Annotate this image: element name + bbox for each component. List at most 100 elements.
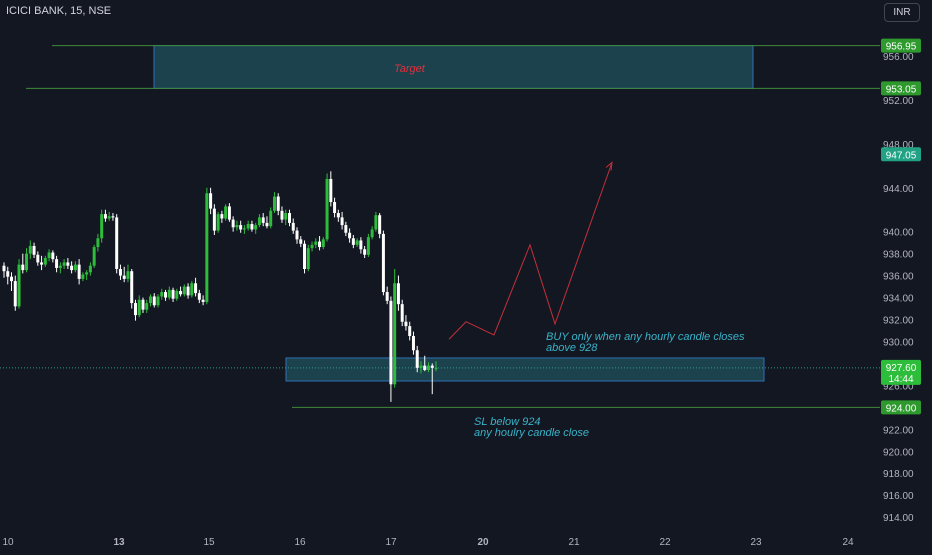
candle[interactable] [81,272,85,282]
candle[interactable] [411,331,415,355]
candle[interactable] [351,234,355,249]
candle[interactable] [227,203,231,222]
candle[interactable] [344,221,348,237]
candle[interactable] [370,226,374,240]
candle[interactable] [393,269,397,388]
candle[interactable] [182,284,186,297]
candle[interactable] [404,315,408,331]
candle[interactable] [269,207,273,229]
candle[interactable] [141,297,145,313]
candle[interactable] [329,171,333,207]
candle[interactable] [239,220,243,233]
candle[interactable] [160,288,164,300]
candle[interactable] [415,345,419,373]
candle[interactable] [100,209,104,243]
candle[interactable] [73,261,77,273]
candle[interactable] [314,238,318,249]
candle[interactable] [366,233,370,257]
candle[interactable] [265,216,269,229]
candle[interactable] [21,253,25,274]
candle[interactable] [340,211,344,230]
candle[interactable] [40,255,44,271]
candle[interactable] [62,259,66,270]
candle[interactable] [272,192,276,214]
candle[interactable] [408,321,412,341]
candle[interactable] [111,213,115,221]
candle[interactable] [126,264,130,283]
candle[interactable] [145,299,149,313]
candle[interactable] [303,240,307,274]
candle[interactable] [205,187,209,305]
candle[interactable] [25,248,29,273]
candle[interactable] [400,299,404,327]
candle[interactable] [190,281,194,298]
candle[interactable] [348,228,352,243]
candle[interactable] [85,270,89,280]
projection-path[interactable] [448,162,613,340]
candle[interactable] [287,209,291,227]
candle[interactable] [306,244,310,272]
candle[interactable] [299,236,303,248]
candle[interactable] [209,187,213,215]
price-axis[interactable]: 956.00 952.00 948.00 944.00 940.00 938.00 936.… [883,52,914,524]
candle[interactable] [149,294,153,307]
candle[interactable] [194,277,198,297]
candle[interactable] [280,206,284,223]
candle[interactable] [310,241,314,252]
candle[interactable] [385,286,389,305]
candle[interactable] [43,255,47,267]
candle[interactable] [224,204,228,221]
candle[interactable] [6,266,10,285]
candle[interactable] [55,255,59,273]
candle[interactable] [220,210,224,223]
candle[interactable] [257,214,261,228]
candle[interactable] [284,209,288,226]
candle[interactable] [216,211,220,233]
candle[interactable] [17,259,21,309]
candle[interactable] [133,299,137,321]
candle[interactable] [242,225,246,234]
candle[interactable] [122,266,126,283]
candle[interactable] [396,275,400,311]
candle[interactable] [171,287,175,302]
candle[interactable] [295,227,299,244]
candle[interactable] [363,245,367,259]
candle[interactable] [58,262,62,274]
candle[interactable] [77,259,81,285]
candle[interactable] [355,238,359,248]
candle[interactable] [36,251,40,266]
candle[interactable] [13,275,17,311]
candle[interactable] [250,220,254,232]
candle[interactable] [179,286,183,297]
candle[interactable] [359,237,363,254]
candle[interactable] [276,193,280,216]
candle[interactable] [430,363,434,395]
candle[interactable] [92,244,96,268]
candle[interactable] [70,261,74,274]
candle[interactable] [130,269,134,309]
candle[interactable] [254,222,258,234]
candle[interactable] [88,262,92,276]
candle[interactable] [197,289,201,304]
candle[interactable] [333,197,337,218]
candle[interactable] [419,361,423,374]
candle[interactable] [235,220,239,231]
candle[interactable] [291,218,295,234]
candle[interactable] [336,209,340,222]
candle[interactable] [107,211,111,221]
candle[interactable] [103,209,107,222]
candle[interactable] [115,214,119,274]
candle[interactable] [96,233,100,252]
candle[interactable] [374,211,378,232]
candle[interactable] [47,249,51,262]
candle[interactable] [231,216,235,232]
candle[interactable] [2,262,6,278]
candle[interactable] [246,220,250,231]
target-zone[interactable] [153,45,754,89]
candle[interactable] [175,288,179,301]
candle[interactable] [201,295,205,306]
buy-zone[interactable] [285,357,765,382]
candle[interactable] [118,264,122,280]
candle[interactable] [137,295,141,318]
